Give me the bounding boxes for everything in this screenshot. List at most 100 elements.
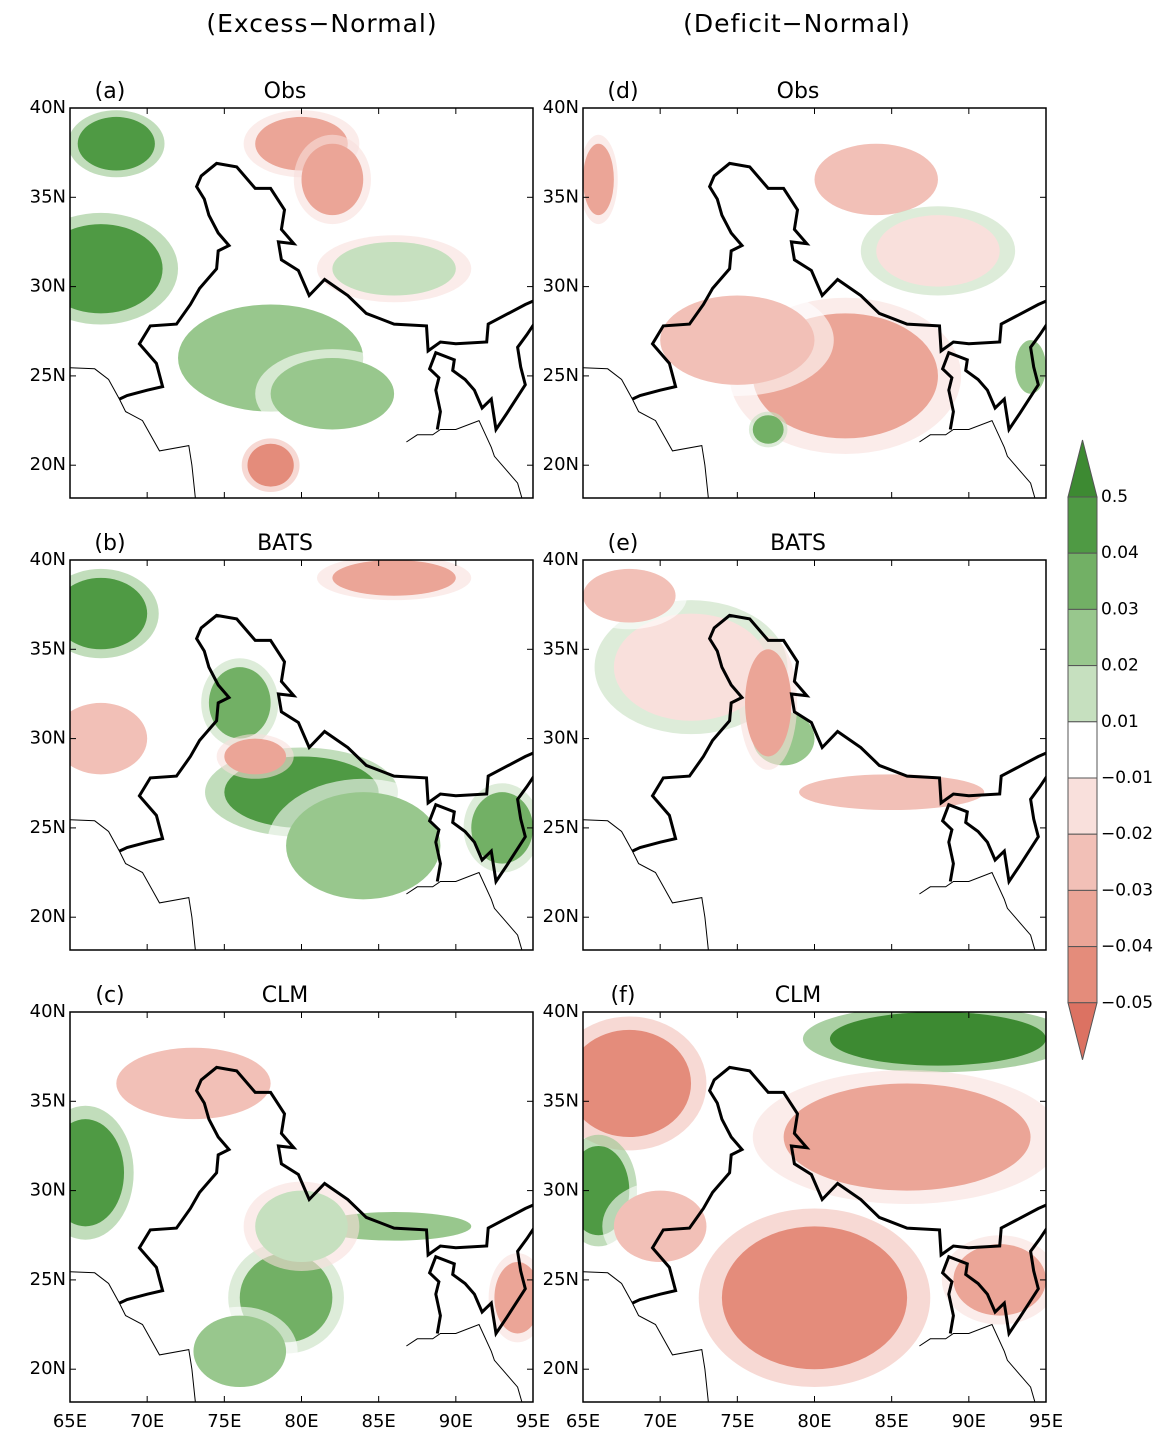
lat-tick-label: 25N [30, 817, 66, 838]
lon-tick-label: 70E [643, 1411, 677, 1432]
lon-tick-label: 65E [566, 1411, 600, 1432]
map-panel [70, 1038, 533, 1402]
lat-tick-label: 20N [30, 1358, 66, 1379]
contour-area [77, 116, 155, 171]
contour-area [247, 443, 294, 487]
lat-tick-label: 35N [30, 186, 66, 207]
contour-area [116, 1047, 271, 1120]
colorbar-swatch [1067, 777, 1098, 835]
lat-tick-label: 25N [543, 1269, 579, 1290]
panel-label: (f) [611, 983, 636, 1008]
country-border [940, 1226, 1046, 1338]
lon-tick-label: 95E [1029, 1411, 1063, 1432]
country-border [427, 1226, 533, 1338]
panel-label: (e) [608, 531, 639, 556]
lat-tick-label: 40N [30, 549, 66, 570]
country-border [940, 774, 1046, 886]
contour-area [583, 1029, 692, 1138]
contour-area [783, 1083, 1031, 1191]
country-border [118, 1065, 533, 1305]
contour-area [332, 241, 456, 296]
contour-area [876, 215, 1000, 287]
coastline [70, 1271, 196, 1402]
lat-tick-label: 20N [543, 906, 579, 927]
contour-area [286, 792, 441, 900]
panel-label: (c) [95, 983, 124, 1008]
country-border [631, 161, 1046, 401]
country-border [427, 322, 533, 434]
lon-tick-label: 85E [362, 1411, 396, 1432]
lat-tick-label: 20N [543, 1358, 579, 1379]
lat-tick-label: 25N [30, 1269, 66, 1290]
colorbar-swatch [1067, 552, 1098, 610]
contour-area [953, 1244, 1046, 1316]
panel-title: BATS [257, 531, 313, 556]
panel-title: Obs [777, 79, 820, 104]
colorbar-label: 0.04 [1101, 543, 1139, 563]
contour-area [613, 1190, 707, 1263]
colorbar-swatch [1067, 721, 1098, 779]
coastline [583, 819, 709, 950]
panel-title: CLM [775, 983, 822, 1008]
country-border [631, 1065, 1046, 1305]
colorbar-label: 0.01 [1101, 712, 1139, 732]
contour-area [814, 143, 938, 216]
coastline [919, 871, 1036, 950]
lat-tick-label: 20N [30, 454, 66, 475]
country-border [118, 161, 533, 401]
lat-tick-label: 25N [543, 365, 579, 386]
lat-tick-label: 40N [30, 1001, 66, 1022]
lat-tick-label: 30N [543, 276, 579, 297]
coastline [583, 1271, 709, 1402]
lat-tick-label: 30N [543, 728, 579, 749]
lat-tick-label: 20N [30, 906, 66, 927]
coastline [406, 871, 523, 950]
panel-title: CLM [262, 983, 309, 1008]
lat-tick-label: 40N [543, 549, 579, 570]
lat-tick-label: 30N [30, 1180, 66, 1201]
contour-area [70, 1119, 125, 1227]
colorbar-swatch [1067, 1002, 1098, 1060]
contour-area [660, 295, 815, 385]
lon-tick-label: 65E [53, 1411, 87, 1432]
contour-area [471, 792, 533, 864]
lat-tick-label: 30N [30, 276, 66, 297]
contour-area [70, 577, 148, 650]
colorbar-swatch [1067, 496, 1098, 554]
lat-tick-label: 35N [543, 1090, 579, 1111]
panel-label: (b) [94, 531, 125, 556]
map-panel [70, 560, 533, 950]
lon-tick-label: 90E [952, 1411, 986, 1432]
colorbar-swatch [1067, 608, 1098, 667]
colorbar-label: −0.05 [1101, 993, 1153, 1013]
colorbar-swatch [1067, 946, 1098, 1004]
panel-title: BATS [770, 531, 826, 556]
lon-tick-label: 85E [875, 1411, 909, 1432]
coastline [919, 1323, 1036, 1402]
lat-tick-label: 35N [30, 638, 66, 659]
panel-label: (a) [95, 79, 126, 104]
lat-tick-label: 35N [543, 638, 579, 659]
lon-tick-label: 75E [720, 1411, 754, 1432]
contour-area [829, 1012, 1046, 1066]
lon-tick-label: 80E [284, 1411, 318, 1432]
lat-tick-label: 25N [543, 817, 579, 838]
coastline [583, 367, 709, 498]
lat-tick-label: 40N [543, 1001, 579, 1022]
coastline [70, 367, 196, 498]
colorbar-label: −0.01 [1101, 768, 1153, 788]
contour-area [583, 568, 676, 623]
coastline [406, 419, 523, 498]
country-border [631, 613, 1046, 853]
contour-area [752, 415, 784, 444]
contour-area [301, 143, 364, 216]
contour-area [255, 1190, 348, 1263]
lat-tick-label: 35N [30, 1090, 66, 1111]
lat-tick-label: 25N [30, 365, 66, 386]
lat-tick-label: 35N [543, 186, 579, 207]
map-panel [70, 110, 533, 498]
contour-area [208, 667, 271, 739]
contour-area [224, 738, 287, 775]
lon-tick-label: 80E [797, 1411, 831, 1432]
